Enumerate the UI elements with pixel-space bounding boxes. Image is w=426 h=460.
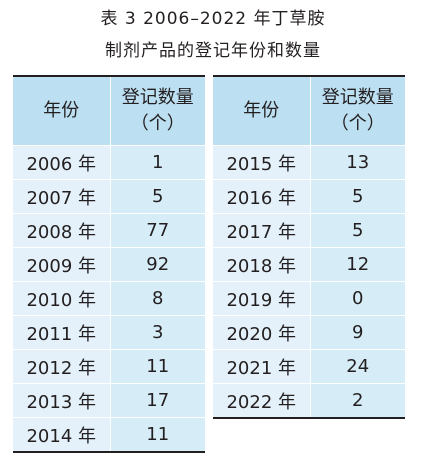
table-header-row: 年份 登记数量 （个）: [213, 76, 405, 146]
table-row: 2012 年 11: [13, 349, 205, 384]
year-header: 年份: [13, 76, 111, 146]
year-cell: 2017 年: [213, 213, 311, 248]
table-row: 2011 年 3: [13, 315, 205, 350]
count-cell: 12: [310, 247, 405, 282]
table-row: 2020 年 9: [213, 315, 405, 350]
table-caption-line-2: 制剂产品的登记年份和数量: [105, 41, 321, 61]
count-cell: 1: [110, 145, 205, 180]
count-cell: 0: [310, 281, 405, 316]
count-header: 登记数量 （个）: [310, 76, 405, 146]
count-cell: 5: [110, 179, 205, 214]
count-cell: 17: [110, 383, 205, 418]
year-cell: 2016 年: [213, 179, 311, 214]
count-cell: 11: [110, 417, 205, 452]
year-cell: 2009 年: [13, 247, 111, 282]
year-cell: 2021 年: [213, 349, 311, 384]
count-cell: 13: [310, 145, 405, 180]
table-row: 2008 年 77: [13, 213, 205, 248]
year-cell: 2008 年: [13, 213, 111, 248]
count-cell: 24: [310, 349, 405, 384]
count-cell: 2: [310, 383, 405, 418]
table-row: 2014 年 11: [13, 417, 205, 452]
year-cell: 2010 年: [13, 281, 111, 316]
count-header-unit: （个）: [330, 113, 385, 134]
year-cell: 2014 年: [13, 417, 111, 452]
count-cell: 77: [110, 213, 205, 248]
count-header-unit: （个）: [130, 113, 185, 134]
right-data-table: 年份 登记数量 （个） 2015 年 13 2016 年 5 2017 年 5 …: [213, 75, 405, 419]
table-row: 2019 年 0: [213, 281, 405, 316]
count-cell: 92: [110, 247, 205, 282]
count-header-label: 登记数量: [321, 87, 394, 108]
year-header: 年份: [213, 76, 311, 146]
year-cell: 2013 年: [13, 383, 111, 418]
table-row: 2021 年 24: [213, 349, 405, 384]
table-row: 2006 年 1: [13, 145, 205, 180]
year-cell: 2007 年: [13, 179, 111, 214]
year-cell: 2006 年: [13, 145, 111, 180]
table-row: 2018 年 12: [213, 247, 405, 282]
count-cell: 11: [110, 349, 205, 384]
table-row: 2022 年 2: [213, 383, 405, 418]
table-row: 2010 年 8: [13, 281, 205, 316]
count-header-label: 登记数量: [121, 87, 194, 108]
table-row: 2015 年 13: [213, 145, 405, 180]
year-cell: 2011 年: [13, 315, 111, 350]
table-row: 2007 年 5: [13, 179, 205, 214]
count-cell: 3: [110, 315, 205, 350]
table-row: 2016 年 5: [213, 179, 405, 214]
table-row: 2013 年 17: [13, 383, 205, 418]
count-cell: 5: [310, 213, 405, 248]
table-row: 2017 年 5: [213, 213, 405, 248]
year-cell: 2019 年: [213, 281, 311, 316]
table-header-row: 年份 登记数量 （个）: [13, 76, 205, 146]
year-cell: 2022 年: [213, 383, 311, 418]
count-header: 登记数量 （个）: [110, 76, 205, 146]
year-cell: 2012 年: [13, 349, 111, 384]
year-cell: 2018 年: [213, 247, 311, 282]
count-cell: 5: [310, 179, 405, 214]
left-data-table: 年份 登记数量 （个） 2006 年 1 2007 年 5 2008 年 77 …: [13, 75, 205, 453]
table-row: 2009 年 92: [13, 247, 205, 282]
count-cell: 9: [310, 315, 405, 350]
table-caption-line-1: 表 3 2006–2022 年丁草胺: [100, 9, 326, 29]
count-cell: 8: [110, 281, 205, 316]
year-cell: 2020 年: [213, 315, 311, 350]
year-cell: 2015 年: [213, 145, 311, 180]
